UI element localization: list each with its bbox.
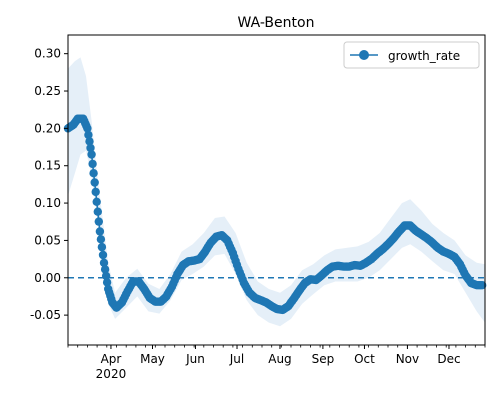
y-axis: -0.05 0.00 0.05 0.10 0.15 0.20 0.25 0.30 [30, 47, 68, 322]
data-point [83, 124, 92, 133]
data-point [85, 137, 94, 146]
data-point [90, 178, 99, 187]
y-tick-label: 0.10 [34, 196, 61, 210]
series-layer [63, 114, 487, 315]
data-point [87, 150, 96, 159]
data-point [101, 271, 111, 281]
chart-title: WA-Benton [238, 15, 315, 31]
data-point [94, 217, 104, 226]
x-tick-label: Aug [268, 352, 291, 366]
x-tick-label: Apr [101, 352, 122, 366]
y-tick-label: 0.00 [34, 271, 61, 285]
y-tick-label: 0.05 [34, 233, 61, 247]
data-point [92, 197, 101, 206]
data-point [96, 235, 106, 244]
data-point [89, 169, 98, 178]
data-point [98, 250, 108, 260]
data-point [100, 265, 110, 274]
y-tick-label: 0.20 [34, 121, 61, 135]
x-tick-label: Oct [354, 352, 375, 366]
data-point [102, 278, 112, 287]
data-point [88, 159, 97, 169]
x-tick-sublabel: 2020 [96, 367, 127, 381]
data-point [93, 207, 103, 216]
plot-area-frame [67, 34, 486, 346]
x-tick-label: May [140, 352, 165, 366]
data-point [84, 130, 93, 140]
y-tick-label: 0.15 [34, 159, 61, 173]
data-point [95, 227, 105, 236]
x-tick-label: Sep [312, 352, 335, 366]
confidence-band-layer [68, 57, 485, 327]
data-point [99, 258, 109, 267]
legend-marker-swatch [359, 50, 369, 60]
legend-box [343, 41, 480, 69]
data-point [91, 187, 100, 197]
y-tick-label: 0.30 [34, 47, 61, 61]
legend-label: growth_rate [388, 49, 460, 63]
x-tick-label: Jun [185, 352, 205, 366]
confidence-band [68, 57, 485, 327]
y-tick-label: -0.05 [30, 308, 61, 322]
x-tick-label: Dec [437, 352, 460, 366]
x-tick-label: Jul [229, 352, 244, 366]
data-point [86, 143, 95, 153]
legend: growth_rate [343, 41, 480, 69]
y-tick-label: 0.25 [34, 84, 61, 98]
data-point [478, 281, 487, 290]
x-tick-label: Nov [396, 352, 419, 366]
data-point [97, 242, 107, 252]
